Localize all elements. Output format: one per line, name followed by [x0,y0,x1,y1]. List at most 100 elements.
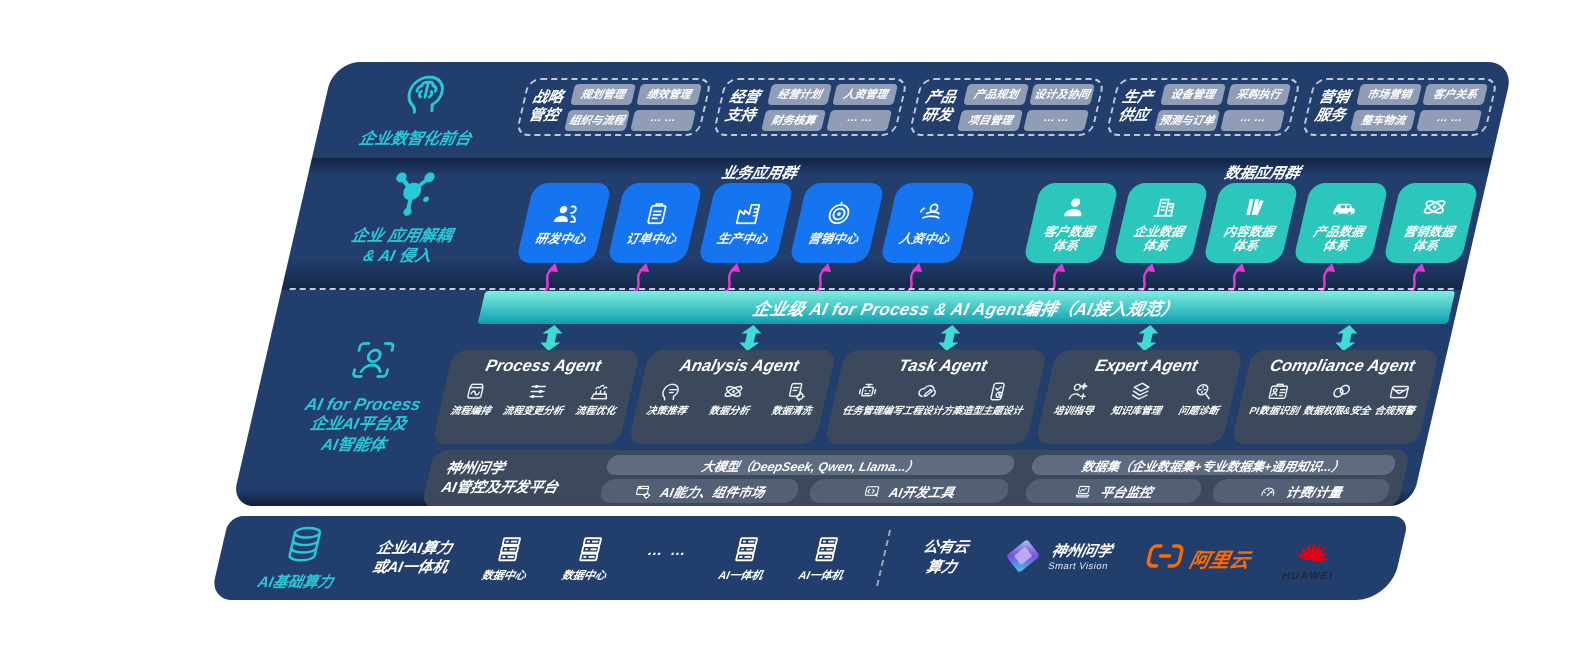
data-app-group-header: 数据应用群 [1222,165,1302,182]
task-agent: Task Agent 任务管理 编写工程设计方案 造型主题设计 [823,350,1048,444]
platform-label-line1: 神州问学 [444,461,506,478]
server-item: AI一体机 [717,534,772,583]
dataset-bar: 数据集（企业数据集+专业数据集+通用知识...） [1029,455,1398,475]
infra-divider [876,530,892,586]
platform-cell: 计费/计量 [1210,479,1392,503]
platform-row: 神州问学 AI管控及开发平台 大模型（DeepSeek, Qwen, Llama… [421,450,1411,506]
人资中心-box: 人资中心 [879,183,977,263]
front-office-chips: 市场营销 客户关系 整车物流… … [1350,83,1489,131]
car-icon [1327,193,1361,221]
agent-capability: PI数据识别 [1248,380,1306,418]
mail-icon [1385,380,1413,403]
front-office-group: 产品研发 产品规划 设计及协同 项目管理… … [908,78,1106,136]
front-office-groups: 战略管控 规划管理 绩效管理 组织与流程… … 经营支持 经营计划 人资管理 财务核算… … 产… [509,78,1499,162]
app-box-label: 研发中心 [533,231,587,246]
front-office-group-title: 经营支持 [723,89,762,124]
app-box-column: 营销数据体系 [1376,183,1480,294]
企业数据体系-box: 企业数据体系 [1112,183,1210,263]
agent-capability: 问题诊断 [1177,380,1226,418]
app-box-label: 产品数据体系 [1312,224,1366,253]
platform-cell-label: 平台监控 [1098,484,1155,500]
agent-capability-label: PI数据识别 [1248,406,1301,417]
teal-double-arrow [936,325,964,351]
app-box-label: 营销数据体系 [1402,224,1456,253]
app-box-label: 企业数据体系 [1132,224,1186,253]
stack-icon [1126,380,1154,403]
ai-platform-caption-line2: 企业AI平台及 [308,416,409,433]
app-box-column: 企业数据体系 [1106,183,1210,294]
agent-capability: 数据分析 [708,380,757,418]
magenta-arrow [1223,262,1253,294]
agent-capability: 造型主题设计 [961,380,1030,418]
team-icon [549,200,583,228]
platform-model-group: 大模型（DeepSeek, Qwen, Llama...） AI能力、组件市场 A… [598,455,1017,503]
magenta-arrow [900,262,930,294]
agent-title: Task Agent [896,357,989,375]
产品数据体系-box: 产品数据体系 [1292,183,1390,263]
app-box-column: 客户数据体系 [1016,183,1120,294]
front-office-chips: 设备管理 采购执行 预测与订单… … [1154,83,1292,131]
magenta-arrow [1043,262,1073,294]
platform-left-cells: AI能力、组件市场 AI开发工具 [598,479,1011,503]
partner-alicloud: 阿里云 [1143,543,1254,574]
agent-capability-label: 数据权限&安全 [1301,406,1372,417]
magenta-arrow [627,262,657,294]
agent-items: 决策推荐 数据分析 数据清洗 [639,380,825,418]
agent-capability-label: 培训指导 [1052,406,1095,417]
ai-platform-caption-line1: AI for Process [303,395,423,414]
front-office-chip: 组织与流程 [564,109,630,131]
app-box-label: 生产中心 [715,231,769,246]
window-gear-icon [633,483,654,500]
front-office-group: 生产供应 设备管理 采购执行 预测与订单… … [1104,78,1302,136]
app-box-column: 产品数据体系 [1286,183,1390,294]
platform-cell: AI能力、组件市场 [598,479,802,503]
teal-double-arrow [737,325,765,351]
front-office-chip: 客户关系 [1422,83,1489,105]
front-office-chip: 采购执行 [1225,83,1292,105]
front-office-chips: 规划管理 绩效管理 组织与流程… … [564,83,702,131]
molecule-icon [380,168,443,223]
agent-capability: 知识库管理 [1110,380,1169,418]
front-office-chip: … … [826,109,893,131]
main-panel: 企业数智化前台 战略管控 规划管理 绩效管理 组织与流程… … 经营支持 经营计划 人资管理… [231,62,1515,506]
huawei-name: HUAWEI [1281,570,1335,582]
front-office-caption-label: 企业数智化前台 [357,131,474,148]
agent-capability-label: 流程编排 [449,406,492,417]
head-chat-icon [657,380,685,403]
研发中心-box: 研发中心 [515,183,613,263]
infrastructure-bar: AI基础算力 企业AI算力 或AI一体机 数据中心 数据中心 … … AI一体机 AI一… [209,516,1410,600]
platform-cell: AI开发工具 [807,479,1011,503]
business-app-boxes: 研发中心 订单中心 生产中心 营销中心 人资中心 [509,183,977,294]
alicloud-name: 阿里云 [1187,549,1253,572]
infra-caption-label: AI基础算力 [255,574,335,591]
target-icon [822,200,856,228]
ai-platform-caption: AI for Process 企业AI平台及 AI智能体 [259,338,470,457]
app-box-column: 订单中心 [600,183,704,294]
agent-capability: 任务管理 [841,380,890,418]
agent-title: Analysis Agent [678,357,801,375]
process-agent: Process Agent 流程编排 流程变更分析 流程优化 [431,350,641,444]
agent-capability-label: 知识库管理 [1109,406,1163,417]
生产中心-box: 生产中心 [697,183,795,263]
agent-boxes: Process Agent 流程编排 流程变更分析 流程优化 Analysis Agen… [431,350,1440,444]
server-icon [572,534,609,564]
app-box-label: 人资中心 [897,231,951,246]
app-box-label: 客户数据体系 [1042,224,1096,253]
compliance-agent: Compliance Agent PI数据识别 数据权限&安全 合规预警 [1230,350,1440,444]
cloud-line2: 算力 [924,559,959,576]
agent-capability: 数据清洗 [770,380,819,418]
ellipsis-label: … … [646,541,691,559]
front-office-caption: 企业数智化前台 [311,66,531,162]
front-office-group: 营销服务 市场营销 客户关系 整车物流… … [1301,78,1499,136]
architecture-diagram: 企业数智化前台 战略管控 规划管理 绩效管理 组织与流程… … 经营支持 经营计划 人资管理… [209,62,1515,600]
front-office-group-title: 生产供应 [1116,89,1155,124]
agent-capability-label: 流程变更分析 [501,406,565,417]
agent-items: PI数据识别 数据权限&安全 合规预警 [1242,380,1428,418]
tablet-check-icon [983,380,1011,403]
agent-capability: 流程编排 [449,380,498,418]
front-office-group-title: 营销服务 [1313,89,1352,124]
front-office-chip: … … [1416,109,1483,131]
front-office-chip: 产品规划 [963,83,1030,105]
front-office-chip: 规划管理 [570,83,636,105]
compute-line1: 企业AI算力 [375,539,455,557]
